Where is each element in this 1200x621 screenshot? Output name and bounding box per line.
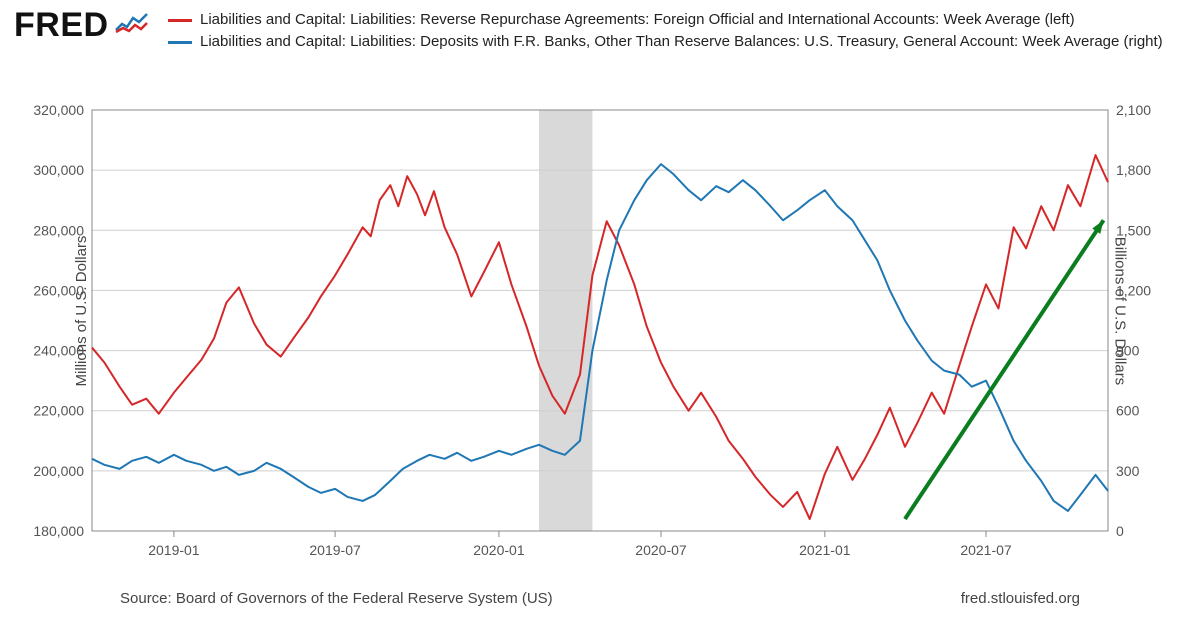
svg-text:240,000: 240,000 (33, 343, 84, 359)
svg-text:200,000: 200,000 (33, 463, 84, 479)
svg-text:2019-07: 2019-07 (309, 542, 361, 558)
legend: Liabilities and Capital: Liabilities: Re… (168, 10, 1186, 55)
svg-text:2020-01: 2020-01 (473, 542, 525, 558)
logo-text: FRED (14, 6, 109, 45)
logo-chart-icon (115, 12, 149, 39)
svg-text:300: 300 (1116, 463, 1140, 479)
svg-text:300,000: 300,000 (33, 162, 84, 178)
svg-text:1,200: 1,200 (1116, 282, 1151, 298)
svg-text:2020-07: 2020-07 (635, 542, 687, 558)
legend-label-1: Liabilities and Capital: Liabilities: Re… (200, 10, 1075, 30)
plot-area: 180,000 200,000 220,000 240,000 260,000 280,0… (14, 100, 1186, 571)
legend-item-1: Liabilities and Capital: Liabilities: Re… (168, 10, 1186, 30)
svg-text:180,000: 180,000 (33, 523, 84, 539)
svg-text:1,500: 1,500 (1116, 222, 1151, 238)
svg-text:2019-01: 2019-01 (148, 542, 200, 558)
chart-footer: Source: Board of Governors of the Federa… (0, 590, 1200, 607)
chart-container: FRED Liabilities and Capital: Liabilitie… (0, 0, 1200, 621)
svg-text:2021-01: 2021-01 (799, 542, 851, 558)
svg-text:900: 900 (1116, 343, 1140, 359)
svg-text:600: 600 (1116, 403, 1140, 419)
svg-text:1,800: 1,800 (1116, 162, 1151, 178)
site-text: fred.stlouisfed.org (961, 590, 1080, 607)
chart-svg: 180,000 200,000 220,000 240,000 260,000 280,0… (14, 100, 1186, 571)
source-text: Source: Board of Governors of the Federa… (120, 590, 553, 607)
svg-text:0: 0 (1116, 523, 1124, 539)
svg-text:220,000: 220,000 (33, 403, 84, 419)
svg-text:260,000: 260,000 (33, 282, 84, 298)
fred-logo: FRED (14, 6, 149, 45)
legend-item-2: Liabilities and Capital: Liabilities: De… (168, 32, 1186, 52)
svg-text:2,100: 2,100 (1116, 102, 1151, 118)
legend-swatch-2 (168, 41, 192, 44)
svg-text:320,000: 320,000 (33, 102, 84, 118)
svg-text:280,000: 280,000 (33, 222, 84, 238)
legend-label-2: Liabilities and Capital: Liabilities: De… (200, 32, 1163, 52)
svg-text:2021-07: 2021-07 (960, 542, 1012, 558)
legend-swatch-1 (168, 19, 192, 22)
